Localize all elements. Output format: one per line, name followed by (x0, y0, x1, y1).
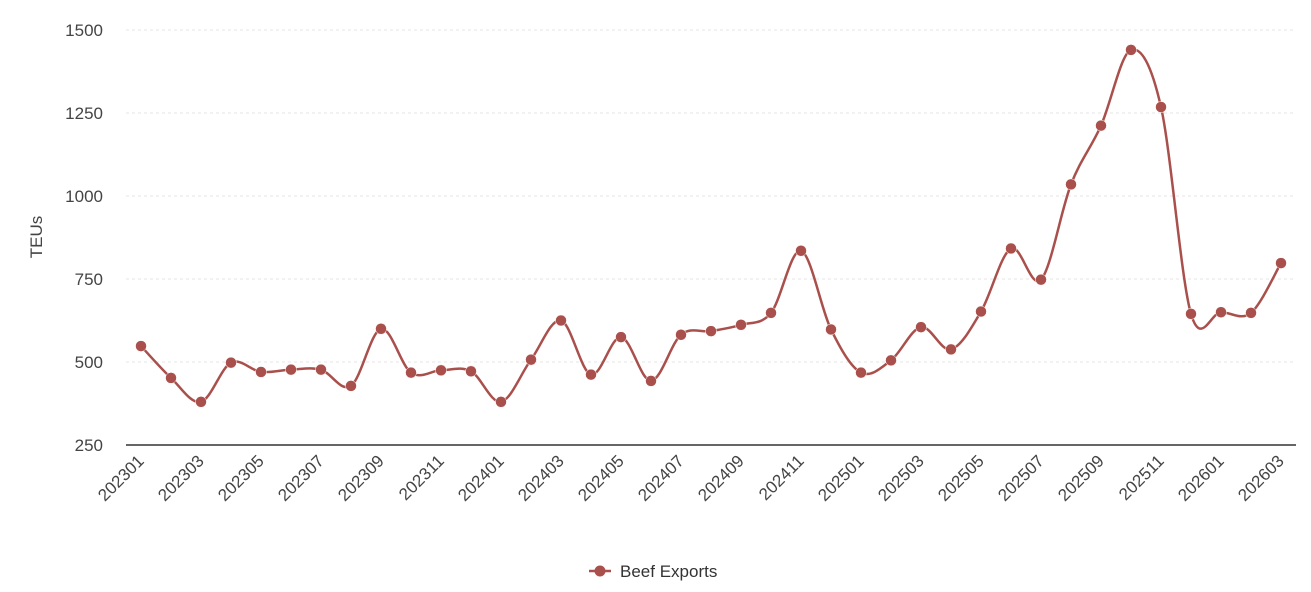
data-point[interactable] (1065, 178, 1077, 191)
grid-layer (126, 29, 1296, 446)
y-tick-label: 500 (75, 353, 103, 372)
data-point[interactable] (975, 305, 987, 318)
data-point[interactable] (195, 396, 207, 408)
data-point[interactable] (555, 314, 567, 327)
x-tick-label: 202503 (874, 451, 928, 505)
data-point[interactable] (765, 307, 777, 319)
data-point[interactable] (1125, 44, 1137, 56)
data-point[interactable] (135, 340, 147, 352)
x-tick-label: 202405 (574, 451, 628, 505)
data-point[interactable] (405, 366, 417, 379)
data-point[interactable] (645, 375, 657, 387)
data-point[interactable] (1275, 257, 1287, 269)
x-tick-label: 202311 (395, 451, 448, 504)
data-point[interactable] (495, 396, 507, 408)
y-tick-label: 750 (75, 270, 103, 289)
x-tick-label: 202305 (214, 451, 268, 505)
data-point[interactable] (885, 354, 897, 367)
legend-dot-marker (594, 565, 606, 577)
x-tick-label: 202511 (1115, 451, 1168, 504)
data-point[interactable] (1005, 242, 1017, 255)
x-tick-label: 202301 (94, 451, 148, 505)
data-point[interactable] (1035, 273, 1047, 286)
x-axis-ticks: 202301 202303 202305 202307 202309 202311 2024… (94, 451, 1288, 505)
x-tick-label: 202505 (934, 451, 988, 505)
data-point[interactable] (1245, 307, 1257, 319)
data-point[interactable] (1185, 308, 1197, 320)
x-tick-label: 202309 (334, 451, 388, 505)
data-point[interactable] (675, 329, 687, 341)
data-point[interactable] (945, 343, 957, 356)
y-axis-ticks: 250 500 750 1000 1250 1500 (65, 21, 103, 455)
x-tick-label: 202509 (1054, 451, 1108, 505)
data-point[interactable] (705, 325, 717, 337)
series-layer (135, 44, 1287, 408)
data-point[interactable] (165, 372, 177, 384)
series-line (140, 48, 1283, 404)
data-point[interactable] (825, 323, 837, 336)
data-point[interactable] (1095, 119, 1107, 132)
data-point[interactable] (735, 319, 747, 331)
data-point[interactable] (795, 245, 807, 257)
y-tick-label: 250 (75, 436, 103, 455)
x-tick-label: 202401 (454, 451, 508, 505)
x-tick-label: 202303 (154, 451, 208, 505)
legend-label: Beef Exports (620, 562, 717, 581)
x-tick-label: 202407 (634, 451, 688, 505)
y-axis-title: TEUs (27, 216, 46, 259)
x-tick-label: 202403 (514, 451, 568, 505)
data-point[interactable] (225, 356, 237, 369)
data-point[interactable] (465, 365, 477, 378)
legend[interactable]: Beef Exports (589, 562, 717, 581)
x-tick-label: 202501 (814, 451, 868, 505)
x-tick-label: 202603 (1234, 451, 1288, 505)
x-tick-label: 202307 (274, 451, 328, 505)
y-tick-label: 1250 (65, 104, 103, 123)
data-point[interactable] (585, 368, 597, 381)
x-tick-label: 202411 (755, 451, 808, 504)
data-point[interactable] (375, 323, 387, 335)
data-point[interactable] (255, 366, 267, 378)
data-point[interactable] (1215, 306, 1227, 318)
data-point[interactable] (915, 321, 927, 333)
data-point[interactable] (1155, 101, 1167, 113)
data-point[interactable] (855, 366, 867, 379)
data-point[interactable] (615, 331, 627, 343)
y-tick-label: 1000 (65, 187, 103, 206)
y-tick-label: 1500 (65, 21, 103, 40)
x-tick-label: 202601 (1174, 451, 1228, 505)
x-tick-label: 202507 (994, 451, 1048, 505)
data-point[interactable] (525, 353, 537, 366)
x-tick-label: 202409 (694, 451, 748, 505)
data-point[interactable] (285, 363, 297, 376)
data-point[interactable] (315, 363, 327, 376)
data-point[interactable] (345, 380, 357, 392)
data-point[interactable] (435, 364, 447, 377)
